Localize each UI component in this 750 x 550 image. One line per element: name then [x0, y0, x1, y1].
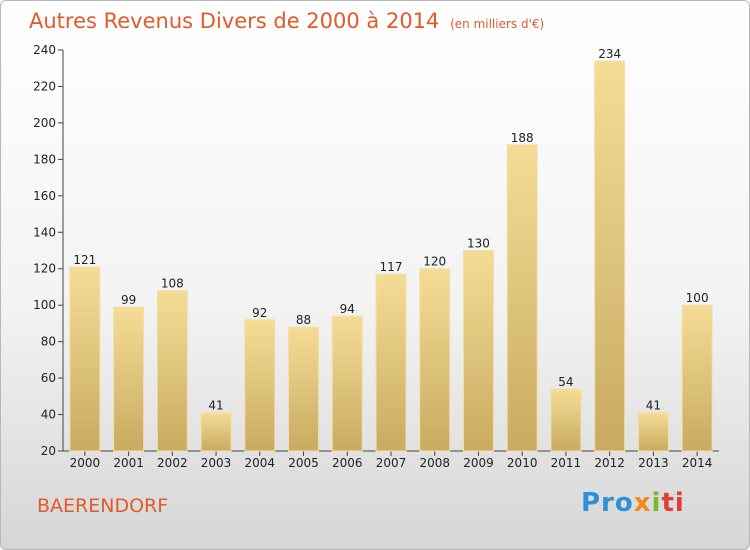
value-label-2002: 108 — [161, 277, 184, 291]
proxiti-logo: Proxiti — [581, 488, 685, 518]
bar-2001 — [113, 306, 145, 452]
y-tick-label: 240 — [33, 43, 56, 57]
value-label-2003: 41 — [208, 399, 223, 413]
value-label-2006: 94 — [340, 302, 355, 316]
x-tick-label-2003: 2003 — [201, 456, 232, 470]
bar-2006 — [331, 315, 363, 452]
value-label-2007: 117 — [380, 260, 403, 274]
x-tick-label-2008: 2008 — [419, 456, 450, 470]
bar-2000 — [69, 266, 101, 452]
x-tick-label-2010: 2010 — [507, 456, 538, 470]
logo-part: x — [633, 488, 652, 518]
y-tick-label: 100 — [33, 298, 56, 312]
bar-2005 — [288, 326, 320, 452]
x-tick-label-2001: 2001 — [113, 456, 144, 470]
value-label-2005: 88 — [296, 313, 311, 327]
value-label-2011: 54 — [558, 375, 573, 389]
bar-2011 — [550, 388, 582, 452]
chart-title: Autres Revenus Divers de 2000 à 2014 (en… — [29, 9, 544, 33]
x-tick-label-2005: 2005 — [288, 456, 319, 470]
x-tick-label-2000: 2000 — [70, 456, 101, 470]
logo-part: i — [651, 488, 662, 518]
y-tick-label: 20 — [41, 444, 56, 458]
bar-2003 — [200, 412, 232, 452]
value-label-2012: 234 — [598, 47, 621, 61]
bar-2007 — [375, 273, 407, 452]
x-tick-label-2011: 2011 — [551, 456, 582, 470]
bar-2014 — [681, 304, 713, 452]
value-label-2004: 92 — [252, 306, 267, 320]
x-tick-label-2004: 2004 — [245, 456, 276, 470]
value-label-2001: 99 — [121, 293, 136, 307]
value-label-2008: 120 — [423, 255, 446, 269]
y-tick-label: 120 — [33, 262, 56, 276]
town-name: BAERENDORF — [37, 495, 169, 517]
value-label-2009: 130 — [467, 237, 490, 251]
x-tick-label-2009: 2009 — [463, 456, 494, 470]
value-label-2010: 188 — [511, 131, 534, 145]
x-tick-label-2002: 2002 — [157, 456, 188, 470]
y-tick-label: 200 — [33, 116, 56, 130]
y-tick-label: 40 — [41, 408, 56, 422]
value-label-2014: 100 — [686, 291, 709, 305]
y-tick-label: 160 — [33, 189, 56, 203]
value-label-2000: 121 — [73, 253, 96, 267]
y-tick-label: 140 — [33, 225, 56, 239]
bar-2002 — [156, 290, 188, 452]
bar-2008 — [419, 268, 451, 452]
x-tick-label-2012: 2012 — [594, 456, 625, 470]
bar-2010 — [506, 144, 538, 452]
x-tick-label-2007: 2007 — [376, 456, 407, 470]
x-tick-label-2006: 2006 — [332, 456, 363, 470]
bar-2004 — [244, 319, 276, 452]
x-tick-label-2014: 2014 — [682, 456, 713, 470]
chart-unit: (en milliers d'€) — [450, 17, 545, 31]
x-tick-label-2013: 2013 — [638, 456, 669, 470]
logo-part: ti — [661, 488, 685, 518]
bar-2009 — [462, 250, 494, 452]
y-tick-label: 80 — [41, 335, 56, 349]
y-tick-label: 180 — [33, 152, 56, 166]
bar-2012 — [594, 60, 626, 452]
bar-2013 — [637, 412, 669, 452]
y-tick-label: 60 — [41, 371, 56, 385]
chart-title-text: Autres Revenus Divers de 2000 à 2014 — [29, 9, 440, 33]
value-label-2013: 41 — [646, 399, 661, 413]
y-tick-label: 220 — [33, 79, 56, 93]
logo-part: Pro — [581, 488, 634, 518]
